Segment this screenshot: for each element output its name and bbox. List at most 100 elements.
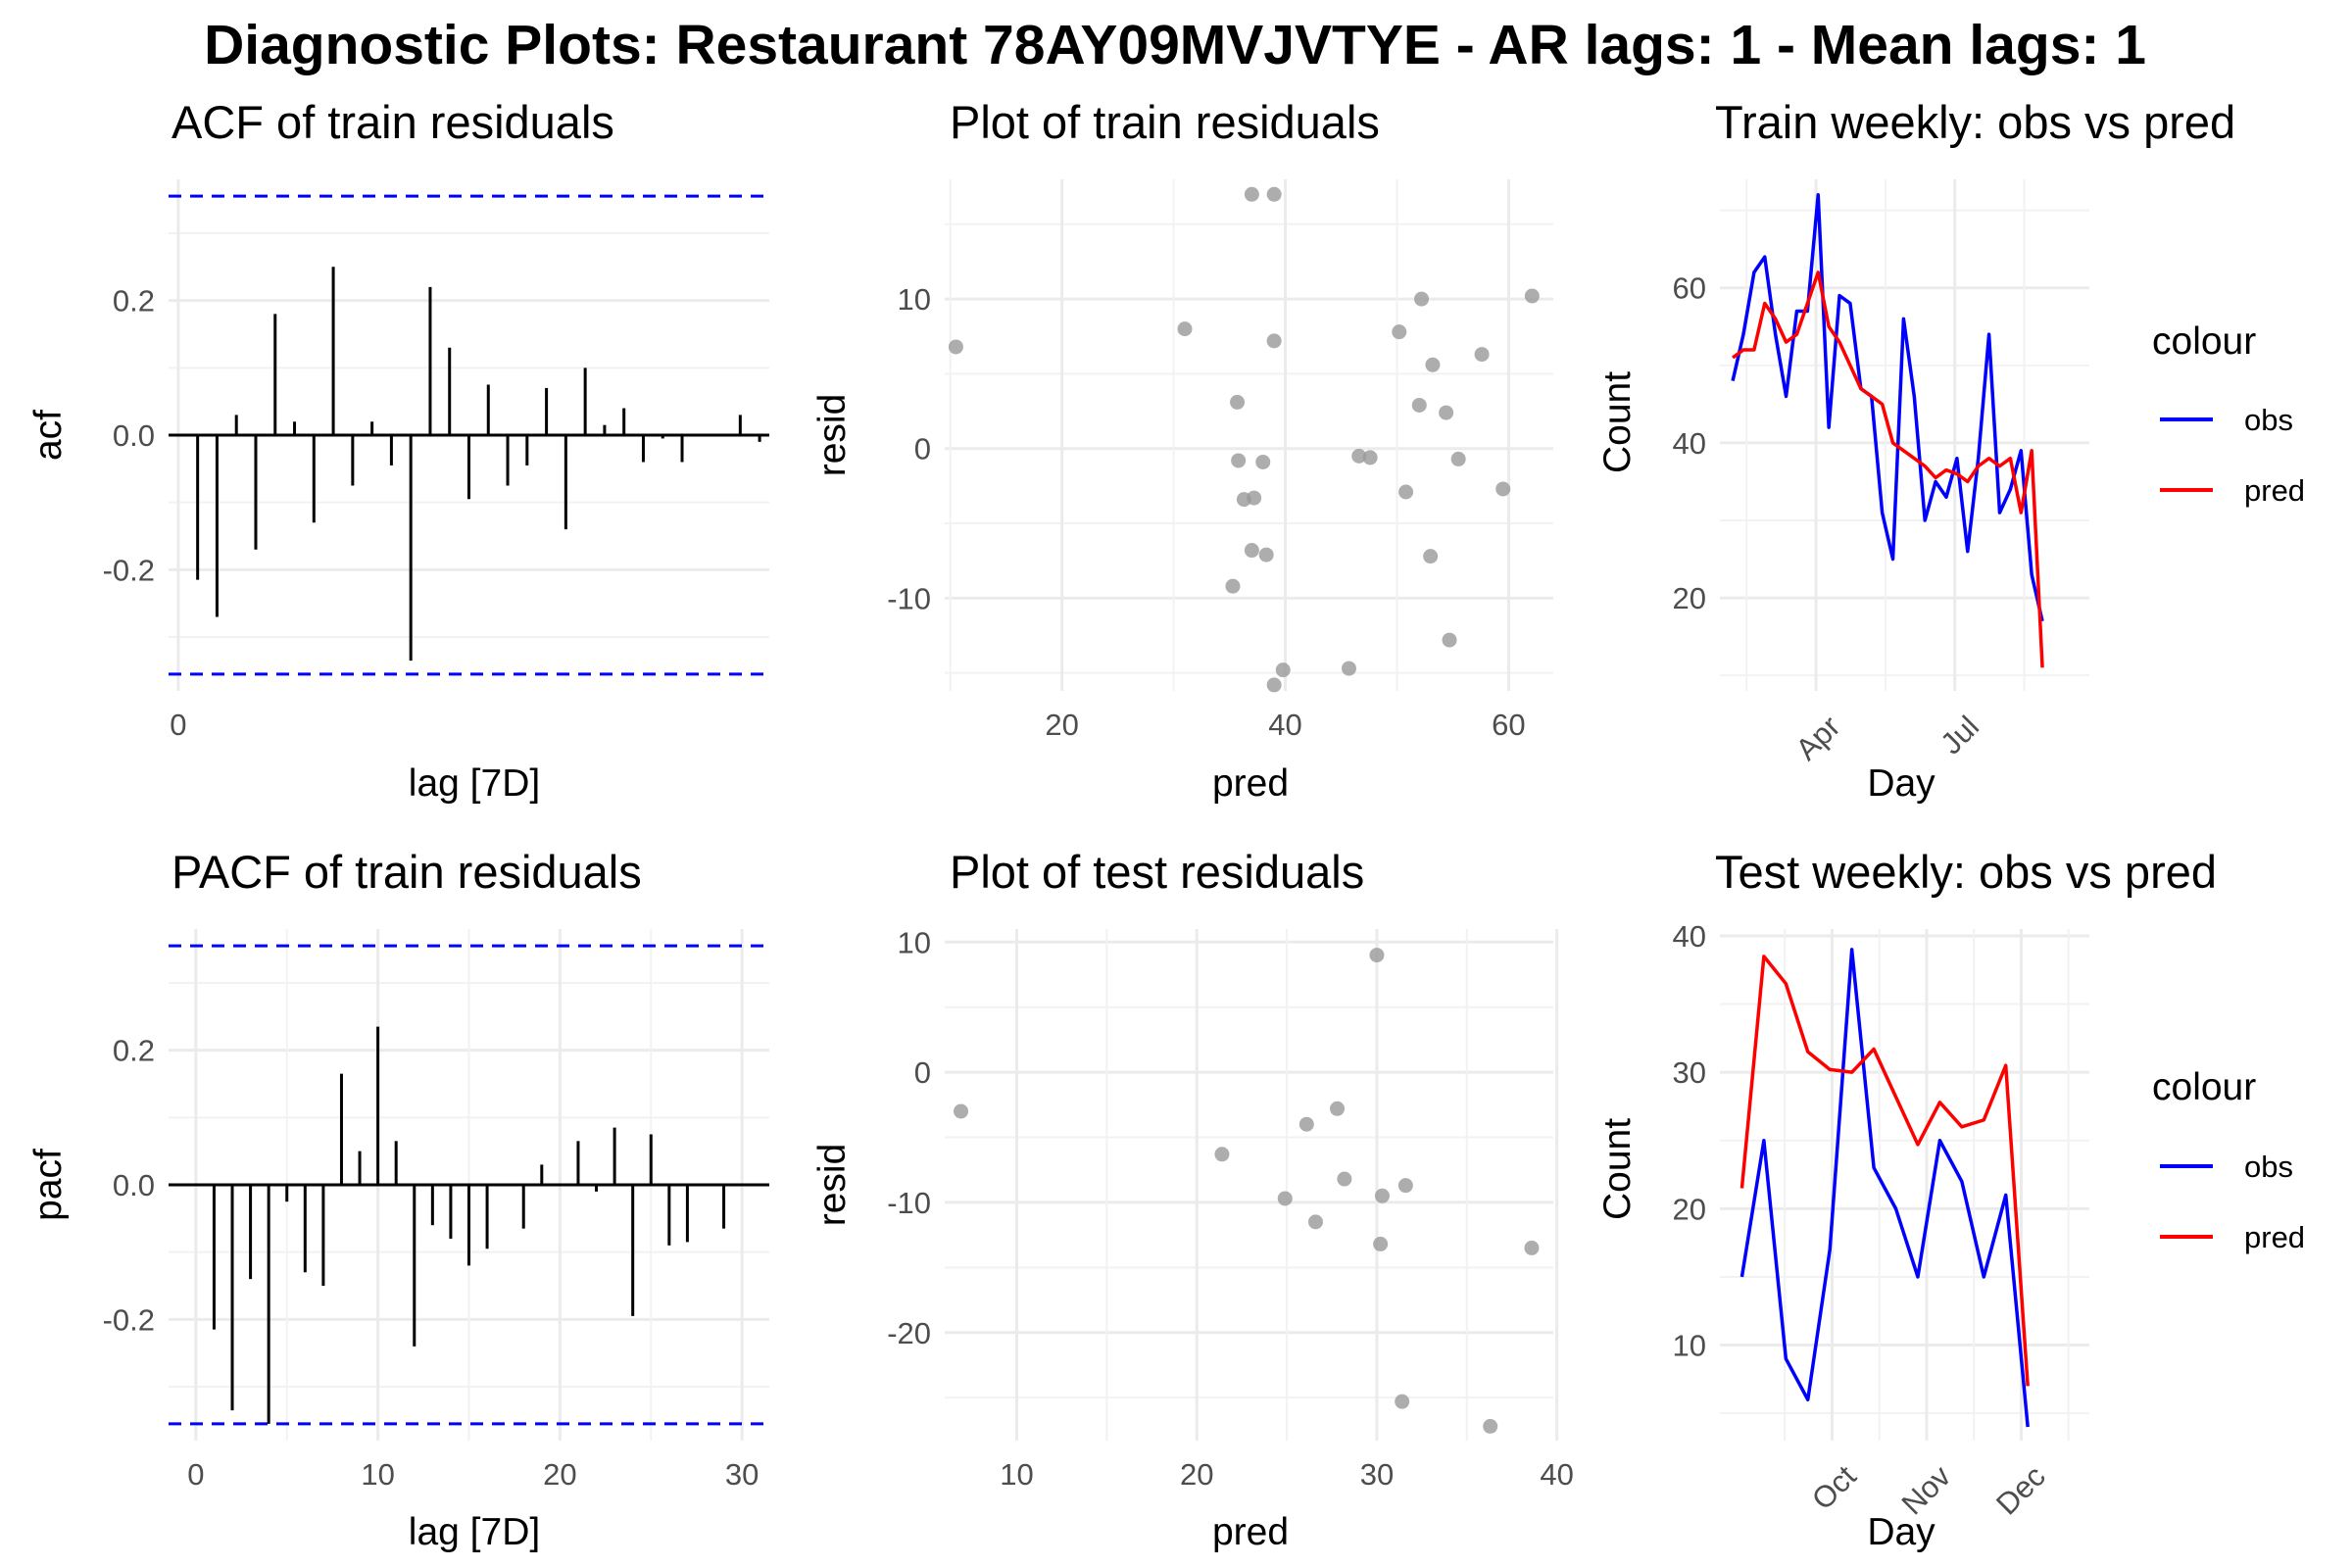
acf-y-tick-label: -0.2 <box>103 553 155 587</box>
train_resid-point <box>1244 186 1259 202</box>
test_resid-point <box>1373 1236 1389 1251</box>
test_resid-y-tick-label: -20 <box>887 1316 931 1350</box>
test_resid-point <box>1483 1418 1498 1434</box>
test-residuals-grid <box>945 929 1559 1441</box>
train_resid-x-tick-label: 60 <box>1492 708 1525 742</box>
train_resid-point <box>1351 448 1367 464</box>
test_resid-x-tick-label: 20 <box>1180 1457 1213 1492</box>
acf-y-tick-label: 0.2 <box>113 284 155 318</box>
pacf-y-axis-label: pacf <box>27 1149 70 1221</box>
train_resid-point <box>1442 632 1457 648</box>
test_resid-point <box>1298 1116 1314 1132</box>
train_resid-point <box>1255 454 1271 469</box>
test-residuals-y-axis-label: resid <box>811 1144 854 1227</box>
train_resid-point <box>1341 661 1356 676</box>
train_resid-point <box>1439 405 1454 420</box>
train-weekly-grid <box>1720 179 2089 691</box>
test_resid-point <box>1330 1101 1346 1116</box>
train-weekly-y-axis-label: Count <box>1596 371 1639 473</box>
train-residuals-x-axis-label: pred <box>1212 762 1289 805</box>
train_resid-point <box>1392 324 1407 340</box>
test-weekly-legend: colour obs pred <box>2152 1066 2305 1254</box>
train_resid-point <box>1247 490 1262 506</box>
train_weekly-y-tick-label: 40 <box>1673 426 1706 461</box>
pacf-y-tick-label: -0.2 <box>103 1302 155 1337</box>
test-weekly-title: Test weekly: obs vs pred <box>1715 846 2217 898</box>
test_resid-point <box>1524 1240 1540 1255</box>
train_resid-point <box>1266 333 1282 349</box>
train-weekly-legend-obs-label: obs <box>2244 403 2293 437</box>
figure-title: Diagnostic Plots: Restaurant 78AY09MVJVT… <box>204 14 2146 76</box>
pacf-y-tick-label: 0.2 <box>113 1034 155 1068</box>
acf-bars <box>169 194 769 676</box>
train-residuals-ticks: -10 0 10 20 40 60 <box>887 282 1525 742</box>
train-residuals-grid <box>945 179 1553 691</box>
test_weekly-y-tick-label: 10 <box>1673 1329 1706 1363</box>
test-weekly-lines <box>1740 948 2030 1428</box>
train_resid-point <box>1495 481 1511 497</box>
train_resid-y-tick-label: -10 <box>887 581 931 615</box>
test_resid-point <box>954 1103 969 1119</box>
test_weekly-series-pred <box>1740 955 2030 1387</box>
train-residuals-y-axis-label: resid <box>811 394 854 477</box>
acf-title: ACF of train residuals <box>172 96 614 148</box>
test-weekly-legend-title: colour <box>2152 1066 2256 1108</box>
test-weekly-legend-obs-label: obs <box>2244 1150 2293 1184</box>
train_resid-point <box>1244 543 1259 559</box>
pacf-y-tick-label: 0.0 <box>113 1168 155 1202</box>
acf-y-tick-label: 0.0 <box>113 418 155 453</box>
train_resid-x-tick-label: 20 <box>1045 708 1078 742</box>
test_resid-x-tick-label: 40 <box>1540 1457 1573 1492</box>
pacf-bars <box>169 944 769 1426</box>
acf-x-tick-label: 0 <box>170 708 186 742</box>
test_resid-x-tick-label: 10 <box>1000 1457 1033 1492</box>
test_resid-x-tick-label: 30 <box>1360 1457 1394 1492</box>
train-weekly-legend-pred-label: pred <box>2244 473 2305 508</box>
acf-y-axis-label: acf <box>27 410 70 461</box>
train_resid-point <box>1423 549 1439 564</box>
train_weekly-series-pred <box>1732 270 2044 668</box>
test-weekly-legend-pred-label: pred <box>2244 1220 2305 1254</box>
test-residuals-panel: Plot of test residuals -20 -10 0 10 10 20 30 40… <box>811 846 1574 1553</box>
train-residuals-title: Plot of train residuals <box>950 96 1380 148</box>
test_resid-point <box>1214 1147 1230 1162</box>
train_resid-point <box>1266 677 1282 693</box>
test_resid-point <box>1277 1191 1293 1206</box>
train_resid-point <box>1450 451 1466 466</box>
train-residuals-points <box>948 186 1540 693</box>
pacf-x-tick-label: 30 <box>725 1457 759 1492</box>
pacf-x-tick-label: 0 <box>187 1457 204 1492</box>
pacf-x-tick-label: 20 <box>543 1457 576 1492</box>
test_resid-y-tick-label: 10 <box>898 925 931 959</box>
train_resid-point <box>1275 662 1291 678</box>
test-weekly-x-axis-label: Day <box>1867 1511 1936 1553</box>
test_resid-y-tick-label: -10 <box>887 1186 931 1220</box>
train_resid-point <box>1231 453 1247 468</box>
train_weekly-series-obs <box>1731 193 2044 622</box>
pacf-ticks: -0.2 0.0 0.2 0 10 20 30 <box>103 1034 760 1492</box>
train_resid-point <box>1177 321 1193 337</box>
train_resid-point <box>1266 186 1282 202</box>
train_resid-point <box>1398 484 1414 500</box>
pacf-title: PACF of train residuals <box>172 846 642 898</box>
train_resid-y-tick-label: 0 <box>914 432 931 466</box>
train-weekly-lines <box>1731 193 2044 668</box>
test_weekly-series-obs <box>1740 948 2030 1428</box>
train-weekly-legend-title: colour <box>2152 320 2256 363</box>
test_resid-point <box>1307 1214 1323 1230</box>
pacf-x-axis-label: lag [7D] <box>409 1511 540 1553</box>
test_resid-point <box>1395 1394 1410 1409</box>
test-residuals-points <box>954 948 1540 1434</box>
train_resid-point <box>1258 547 1274 563</box>
train_resid-point <box>1362 450 1378 466</box>
test_weekly-y-tick-label: 30 <box>1673 1055 1706 1090</box>
test_weekly-y-tick-label: 20 <box>1673 1192 1706 1226</box>
train-weekly-title: Train weekly: obs vs pred <box>1715 96 2235 148</box>
acf-ticks: -0.2 0.0 0.2 0 <box>103 284 187 742</box>
train_resid-point <box>948 339 963 355</box>
test-residuals-title: Plot of test residuals <box>950 846 1364 898</box>
train-weekly-legend: colour obs pred <box>2152 320 2305 508</box>
